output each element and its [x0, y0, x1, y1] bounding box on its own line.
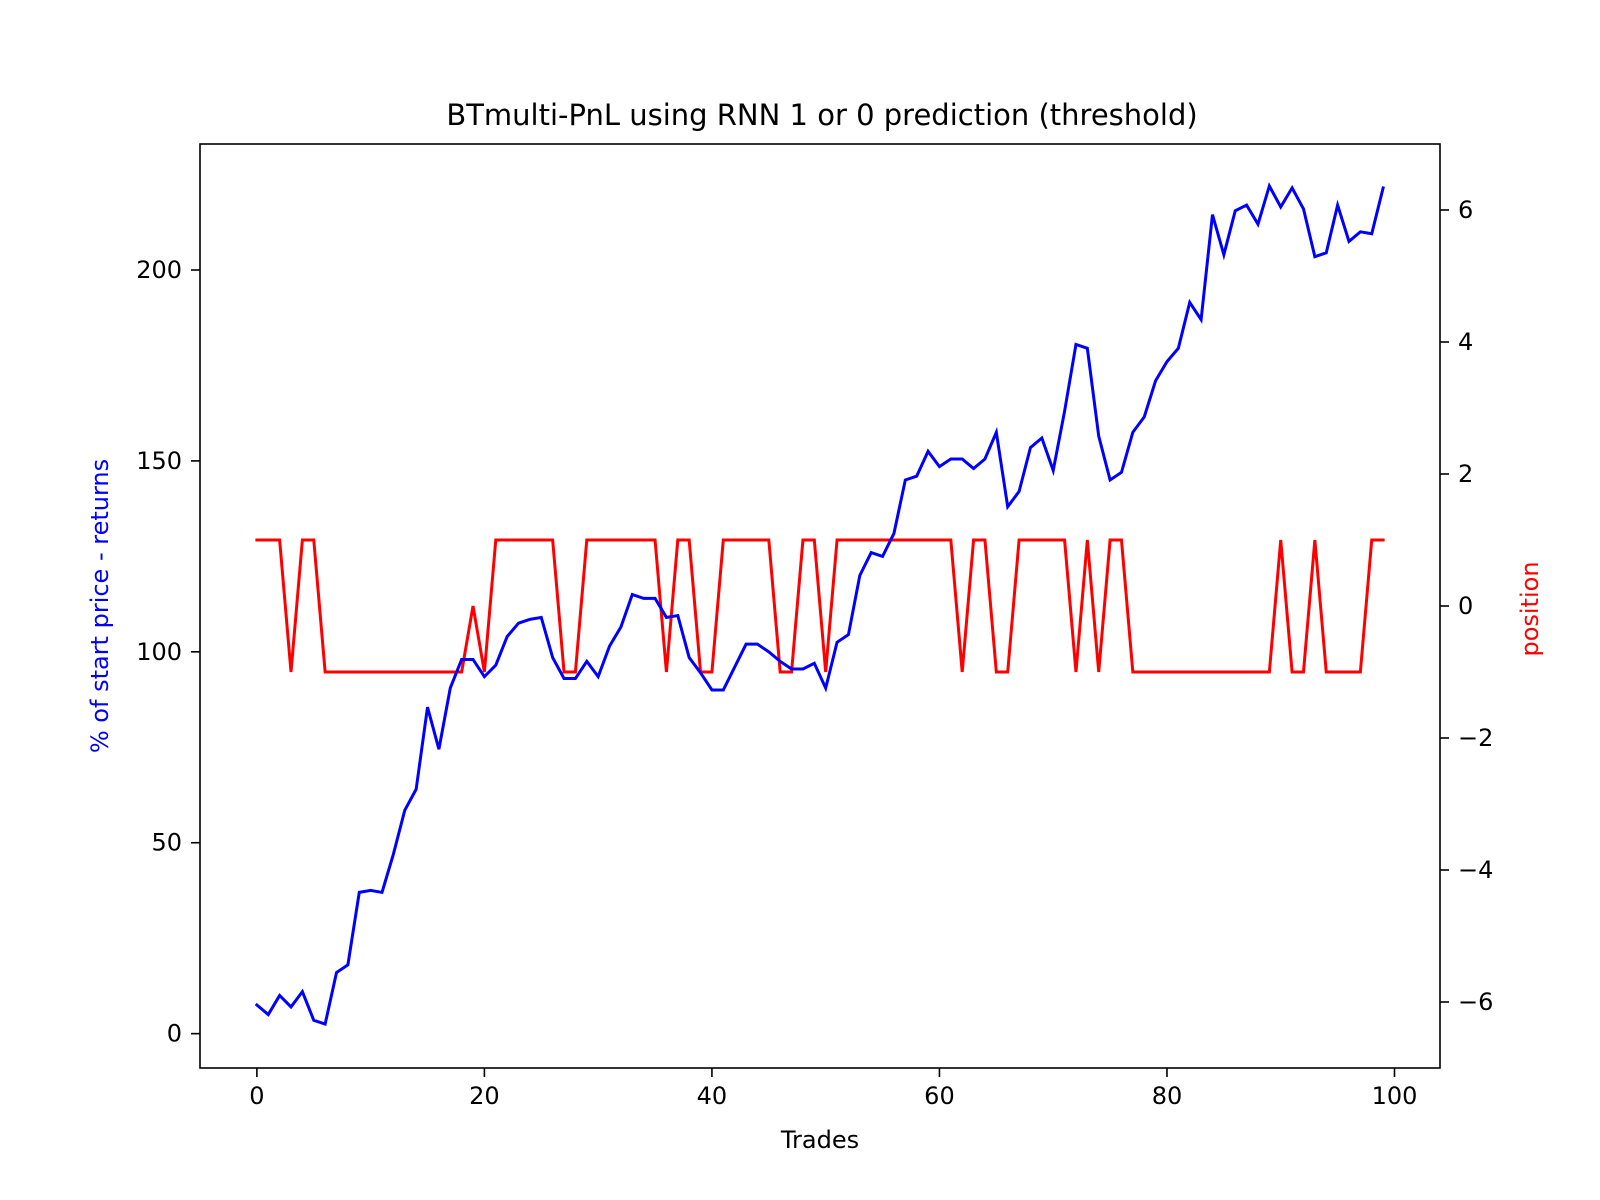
x-tick-label-4: 80 [1152, 1082, 1183, 1110]
y-axis-left: 0 50 100 150 200 [136, 256, 200, 1048]
y-axis-right: −6 −4 −2 0 2 4 6 [1440, 196, 1493, 1016]
x-tick-label-2: 40 [697, 1082, 728, 1110]
y-right-tick-label-6: 6 [1458, 196, 1473, 224]
series-layer [254, 182, 1385, 1027]
y-axis-left-label: % of start price - returns [86, 459, 114, 753]
y-right-tick-label-2: −2 [1458, 724, 1493, 752]
y-left-tick-label-4: 200 [136, 256, 182, 284]
y-right-tick-label-1: −4 [1458, 856, 1493, 884]
chart-title: BTmulti-PnL using RNN 1 or 0 prediction … [446, 98, 1197, 132]
y-axis-right-label: position [1516, 561, 1544, 656]
y-right-tick-label-3: 0 [1458, 592, 1473, 620]
x-tick-label-0: 0 [249, 1082, 264, 1110]
x-tick-label-3: 60 [924, 1082, 955, 1110]
y-left-tick-label-3: 150 [136, 447, 182, 475]
y-left-tick-label-1: 50 [151, 829, 182, 857]
y-left-tick-label-2: 100 [136, 638, 182, 666]
y-right-tick-label-4: 2 [1458, 460, 1473, 488]
y-right-tick-label-5: 4 [1458, 328, 1473, 356]
position-series-line [255, 538, 1385, 674]
y-left-tick-label-0: 0 [167, 1020, 182, 1048]
y-right-tick-label-0: −6 [1458, 988, 1493, 1016]
x-axis-label: Trades [780, 1126, 859, 1154]
x-tick-label-1: 20 [469, 1082, 500, 1110]
x-tick-label-5: 100 [1372, 1082, 1418, 1110]
returns-series-line [254, 182, 1385, 1027]
x-axis: 0 20 40 60 80 100 [249, 1068, 1417, 1110]
